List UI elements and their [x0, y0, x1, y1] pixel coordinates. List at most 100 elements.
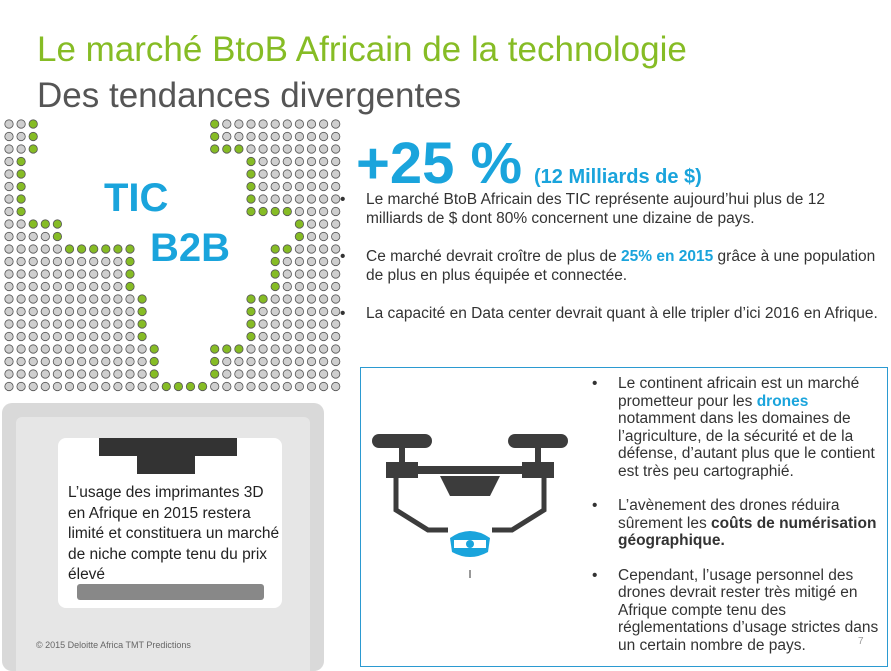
map-dot-gray: [52, 319, 63, 329]
map-dot-gray: [282, 331, 292, 342]
map-dot-gray: [16, 306, 26, 317]
map-dot-gray: [294, 169, 304, 179]
map-dot-green: [246, 331, 256, 342]
map-dot-gray: [137, 344, 147, 354]
map-dot-gray: [16, 319, 26, 329]
map-dot-gray: [331, 331, 341, 342]
map-dot-gray: [306, 144, 317, 154]
map-dot-gray: [282, 119, 292, 129]
map-dot-gray: [306, 269, 317, 279]
map-dot-gray: [40, 319, 50, 329]
map-dot-gray: [294, 381, 304, 392]
map-dot-gray: [40, 281, 50, 292]
map-dot-gray: [318, 169, 329, 179]
map-dot-gray: [77, 381, 87, 392]
map-dot-green: [64, 244, 75, 254]
map-dot-green: [270, 256, 280, 267]
map-dot-green: [246, 294, 256, 304]
map-dot-gray: [331, 169, 341, 179]
map-dot-gray: [306, 381, 317, 392]
map-dot-gray: [77, 306, 87, 317]
map-dot-gray: [282, 319, 292, 329]
map-dot-gray: [306, 356, 317, 367]
map-dot-gray: [64, 356, 75, 367]
map-dot-gray: [294, 281, 304, 292]
map-dot-gray: [89, 306, 99, 317]
map-dot-gray: [52, 294, 63, 304]
map-dot-gray: [258, 119, 268, 129]
map-dot-gray: [40, 294, 50, 304]
map-dot-gray: [282, 306, 292, 317]
map-dot-gray: [270, 306, 280, 317]
map-dot-green: [222, 344, 232, 354]
copyright: © 2015 Deloitte Africa TMT Predictions: [36, 640, 191, 650]
map-dot-gray: [113, 369, 123, 379]
map-dot-gray: [318, 119, 329, 129]
map-dot-gray: [52, 306, 63, 317]
map-dot-gray: [246, 369, 256, 379]
map-dot-gray: [294, 131, 304, 142]
map-dot-gray: [89, 256, 99, 267]
map-dot-green: [210, 369, 220, 379]
map-dot-gray: [282, 181, 292, 192]
map-dot-gray: [89, 294, 99, 304]
map-dot-gray: [270, 194, 280, 204]
map-dot-gray: [125, 381, 135, 392]
map-dot-gray: [294, 319, 304, 329]
map-dot-gray: [318, 156, 329, 167]
map-dot-gray: [318, 344, 329, 354]
map-dot-gray: [101, 331, 111, 342]
map-dot-gray: [294, 144, 304, 154]
map-dot-gray: [101, 319, 111, 329]
map-dot-gray: [113, 331, 123, 342]
bullet-marker: •: [340, 191, 346, 208]
map-dot-gray: [89, 356, 99, 367]
map-dot-gray: [306, 156, 317, 167]
bullet-text: Le marché BtoB Africain des TIC représen…: [366, 191, 825, 227]
map-dot-gray: [125, 369, 135, 379]
map-dot-gray: [258, 194, 268, 204]
map-dot-gray: [4, 331, 14, 342]
map-dot-gray: [294, 306, 304, 317]
map-dot-gray: [89, 369, 99, 379]
map-dot-gray: [52, 369, 63, 379]
map-dot-gray: [4, 306, 14, 317]
map-dot-gray: [4, 281, 14, 292]
map-dot-gray: [4, 144, 14, 154]
map-dot-green: [125, 269, 135, 279]
map-dot-gray: [16, 256, 26, 267]
map-dot-green: [246, 156, 256, 167]
map-dot-gray: [125, 294, 135, 304]
map-dot-gray: [125, 356, 135, 367]
map-dot-gray: [270, 356, 280, 367]
map-dot-gray: [210, 381, 220, 392]
map-dot-green: [258, 206, 268, 217]
map-dot-gray: [306, 331, 317, 342]
map-dot-green: [270, 206, 280, 217]
map-dot-gray: [331, 219, 341, 229]
map-dot-gray: [258, 144, 268, 154]
map-dot-gray: [113, 256, 123, 267]
map-dot-gray: [270, 181, 280, 192]
map-dot-gray: [89, 269, 99, 279]
map-dot-gray: [270, 144, 280, 154]
map-dot-gray: [270, 119, 280, 129]
map-dot-gray: [318, 281, 329, 292]
map-dot-gray: [246, 381, 256, 392]
map-dot-gray: [4, 381, 14, 392]
map-dot-gray: [137, 356, 147, 367]
map-dot-gray: [52, 269, 63, 279]
map-dot-gray: [318, 181, 329, 192]
map-dot-gray: [270, 131, 280, 142]
map-dot-gray: [270, 331, 280, 342]
map-dot-gray: [331, 131, 341, 142]
map-dot-gray: [101, 281, 111, 292]
map-dot-gray: [306, 244, 317, 254]
map-dot-green: [28, 119, 38, 129]
map-dot-gray: [113, 319, 123, 329]
map-dot-gray: [306, 119, 317, 129]
map-dot-gray: [16, 369, 26, 379]
bullet-marker: •: [340, 248, 346, 265]
map-dot-gray: [40, 344, 50, 354]
map-dot-gray: [294, 156, 304, 167]
